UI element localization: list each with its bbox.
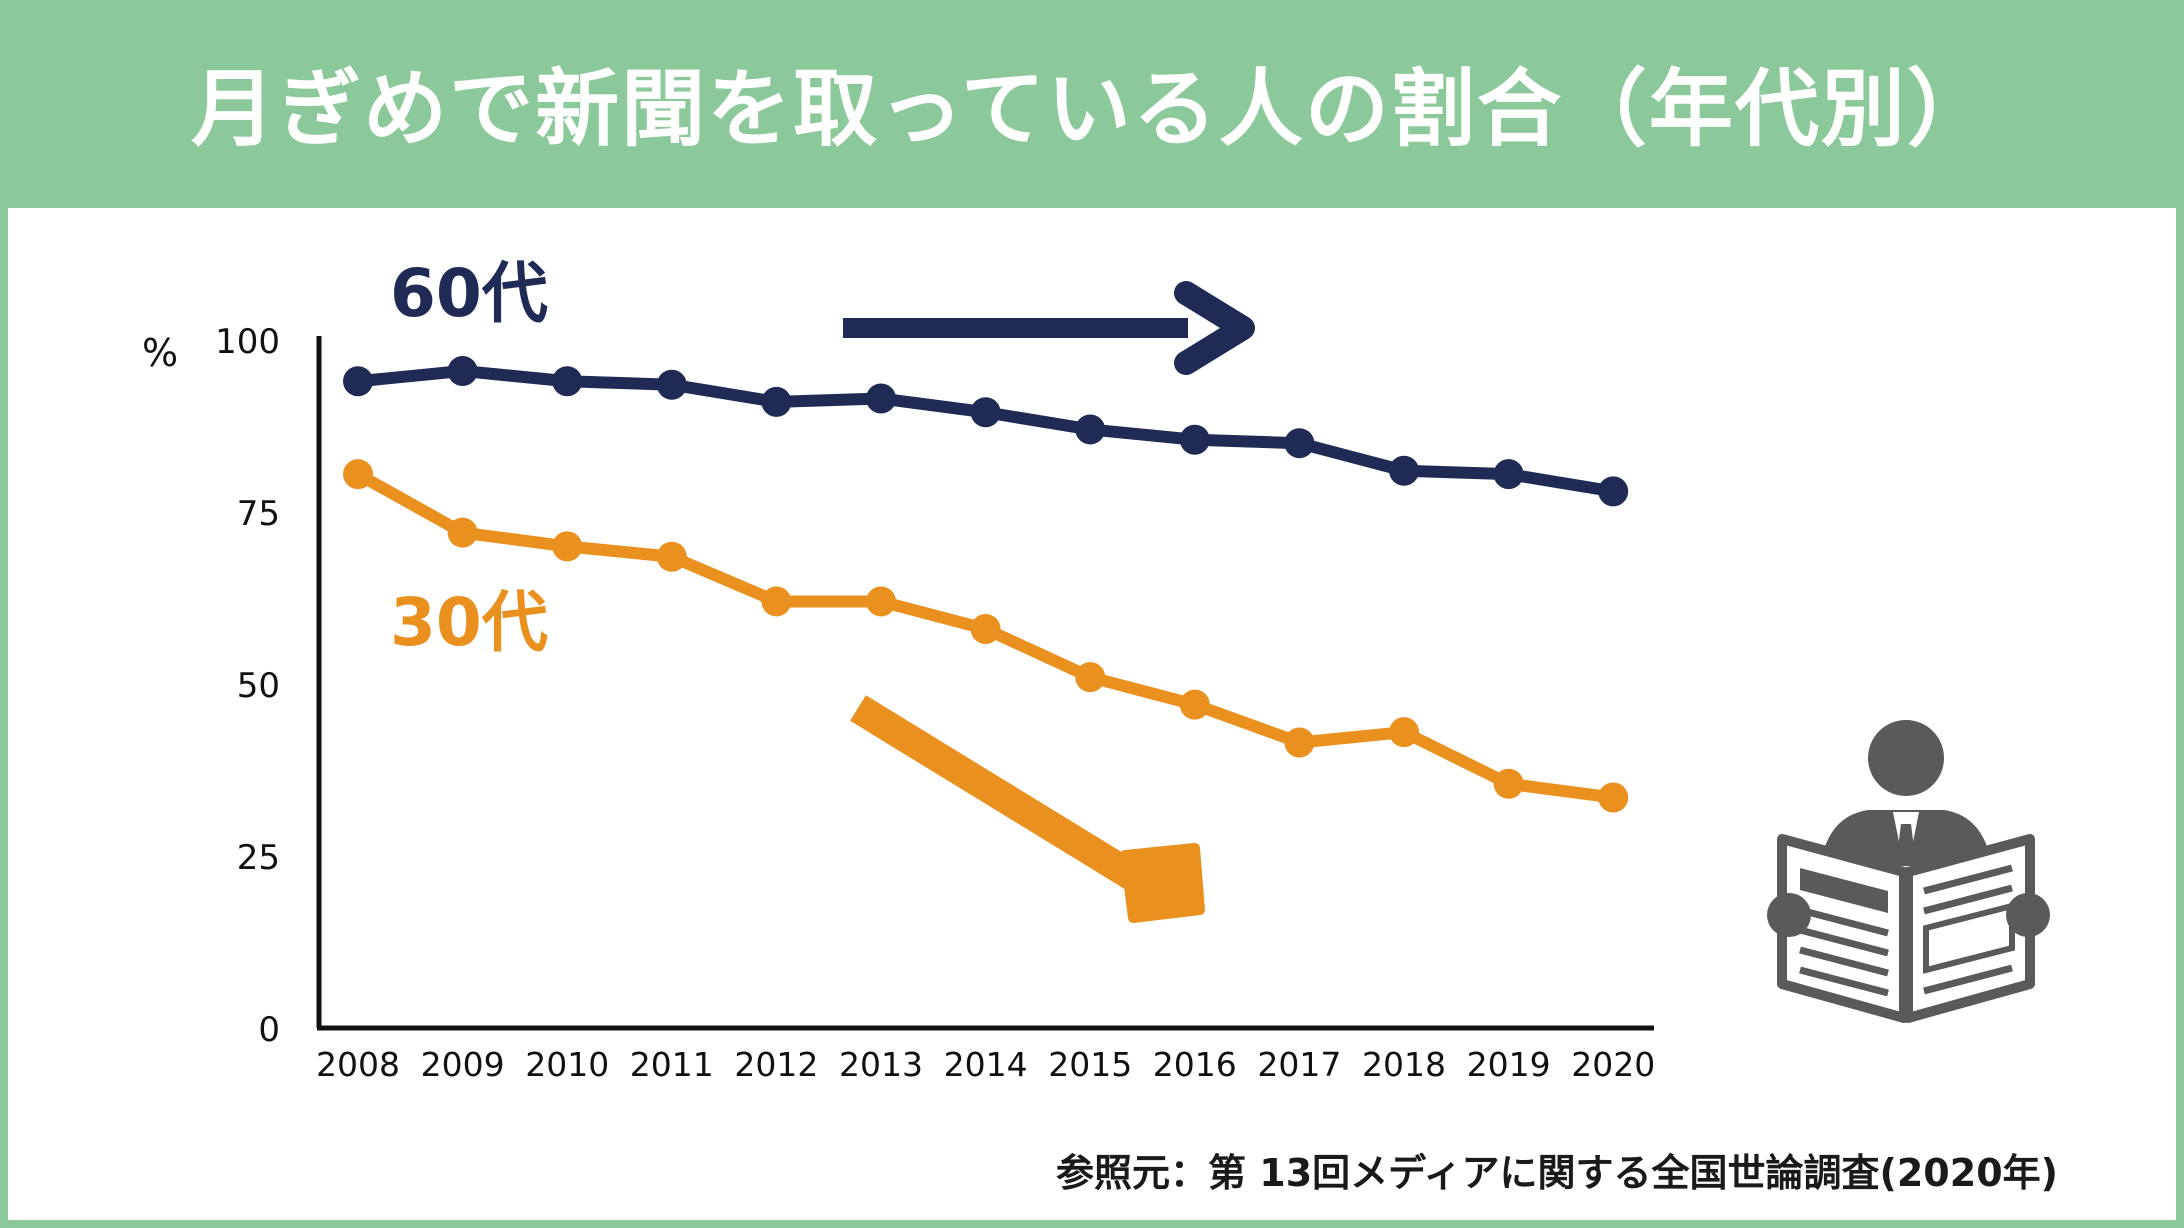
- data-point: [970, 613, 1001, 644]
- arrow-down-right-icon: [850, 695, 1205, 923]
- line-chart: % 0 25 50 75 100 2008 2009 2010 2011 2012 2013 201…: [142, 255, 2050, 1084]
- data-point: [866, 383, 896, 414]
- data-point: [1179, 424, 1210, 455]
- data-point: [656, 541, 687, 572]
- x-tick-label: 2013: [839, 1045, 923, 1084]
- x-tick-label: 2012: [734, 1045, 818, 1084]
- series-group: [343, 355, 1629, 507]
- data-point: [761, 386, 792, 417]
- series-line: [352, 364, 1620, 498]
- series-label: 30代: [390, 584, 548, 661]
- y-tick-labels: 0 25 50 75 100: [215, 322, 280, 1050]
- data-point: [1284, 727, 1315, 758]
- y-axis-unit-label: %: [142, 331, 178, 375]
- data-point: [343, 366, 373, 397]
- y-tick-label: 50: [237, 666, 280, 706]
- x-tick-label: 2016: [1153, 1045, 1237, 1084]
- x-tick-label: 2019: [1467, 1045, 1551, 1084]
- data-point: [447, 355, 478, 386]
- x-tick-label: 2011: [630, 1045, 714, 1084]
- y-tick-label: 100: [215, 322, 280, 362]
- data-point: [970, 397, 1001, 428]
- data-point: [866, 586, 896, 617]
- y-tick-label: 0: [258, 1010, 280, 1050]
- page-title: 月ぎめで新聞を取っている人の割合（年代別）: [191, 60, 1993, 158]
- series-layer: [343, 355, 1629, 813]
- data-point: [1389, 455, 1419, 486]
- x-tick-label: 2018: [1362, 1045, 1446, 1084]
- arrow-right-icon: [843, 281, 1255, 375]
- y-tick-label: 75: [237, 494, 280, 534]
- x-tick-label: 2017: [1257, 1045, 1341, 1084]
- x-tick-label: 2010: [525, 1045, 609, 1084]
- data-point: [552, 531, 583, 562]
- data-point: [552, 366, 583, 397]
- y-tick-label: 25: [237, 838, 280, 878]
- data-point: [1598, 476, 1629, 507]
- data-point: [1493, 768, 1524, 799]
- x-tick-label: 2015: [1048, 1045, 1132, 1084]
- x-tick-label: 2009: [421, 1045, 505, 1084]
- data-point: [1075, 414, 1106, 445]
- series-group: [343, 459, 1629, 813]
- data-point: [1389, 717, 1419, 748]
- data-point: [1493, 459, 1524, 490]
- data-point: [656, 369, 687, 400]
- x-tick-label: 2008: [316, 1045, 400, 1084]
- x-tick-label: 2014: [944, 1045, 1028, 1084]
- x-tick-labels: 2008 2009 2010 2011 2012 2013 2014 2015 2016 2017…: [316, 1045, 1655, 1084]
- data-point: [1075, 662, 1106, 693]
- x-tick-label: 2020: [1571, 1045, 1655, 1084]
- data-point: [447, 517, 478, 548]
- data-point: [343, 459, 373, 490]
- newspaper-reader-icon: [1767, 720, 2050, 1023]
- data-point: [1179, 689, 1210, 720]
- data-point: [1284, 428, 1315, 459]
- data-point: [761, 586, 792, 617]
- series-labels: 60代 30代: [390, 255, 548, 661]
- title-bar: 月ぎめで新聞を取っている人の割合（年代別）: [0, 0, 2184, 205]
- data-point: [1598, 782, 1629, 813]
- chart-panel: % 0 25 50 75 100 2008 2009 2010 2011 2012 2013 201…: [8, 208, 2176, 1220]
- series-label: 60代: [390, 255, 548, 332]
- source-citation: 参照元：第 13回メディアに関する全国世論調査(2020年): [1056, 1151, 2058, 1195]
